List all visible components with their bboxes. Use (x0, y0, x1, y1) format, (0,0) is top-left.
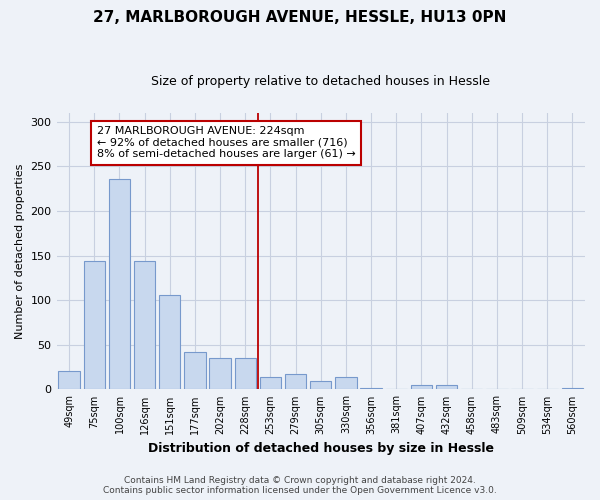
Bar (58, 370, 80, 390)
Bar (361, 388, 382, 390)
Bar (109, 179, 130, 390)
X-axis label: Distribution of detached houses by size in Hessle: Distribution of detached houses by size … (148, 442, 494, 455)
Bar (285, 374, 307, 390)
Bar (235, 358, 256, 390)
Bar (411, 385, 432, 390)
Bar (159, 295, 181, 390)
Bar (209, 358, 231, 390)
Bar (310, 380, 331, 390)
Bar (562, 388, 583, 390)
Text: 27, MARLBOROUGH AVENUE, HESSLE, HU13 0PN: 27, MARLBOROUGH AVENUE, HESSLE, HU13 0PN (94, 10, 506, 25)
Y-axis label: Number of detached properties: Number of detached properties (15, 164, 25, 339)
Bar (436, 385, 457, 390)
Text: 27 MARLBOROUGH AVENUE: 224sqm
← 92% of detached houses are smaller (716)
8% of s: 27 MARLBOROUGH AVENUE: 224sqm ← 92% of d… (97, 126, 356, 160)
Text: Contains HM Land Registry data © Crown copyright and database right 2024.
Contai: Contains HM Land Registry data © Crown c… (103, 476, 497, 495)
Title: Size of property relative to detached houses in Hessle: Size of property relative to detached ho… (151, 75, 490, 88)
Bar (134, 261, 155, 390)
Bar (83, 261, 105, 390)
Bar (184, 352, 206, 390)
Bar (260, 377, 281, 390)
Bar (335, 377, 356, 390)
